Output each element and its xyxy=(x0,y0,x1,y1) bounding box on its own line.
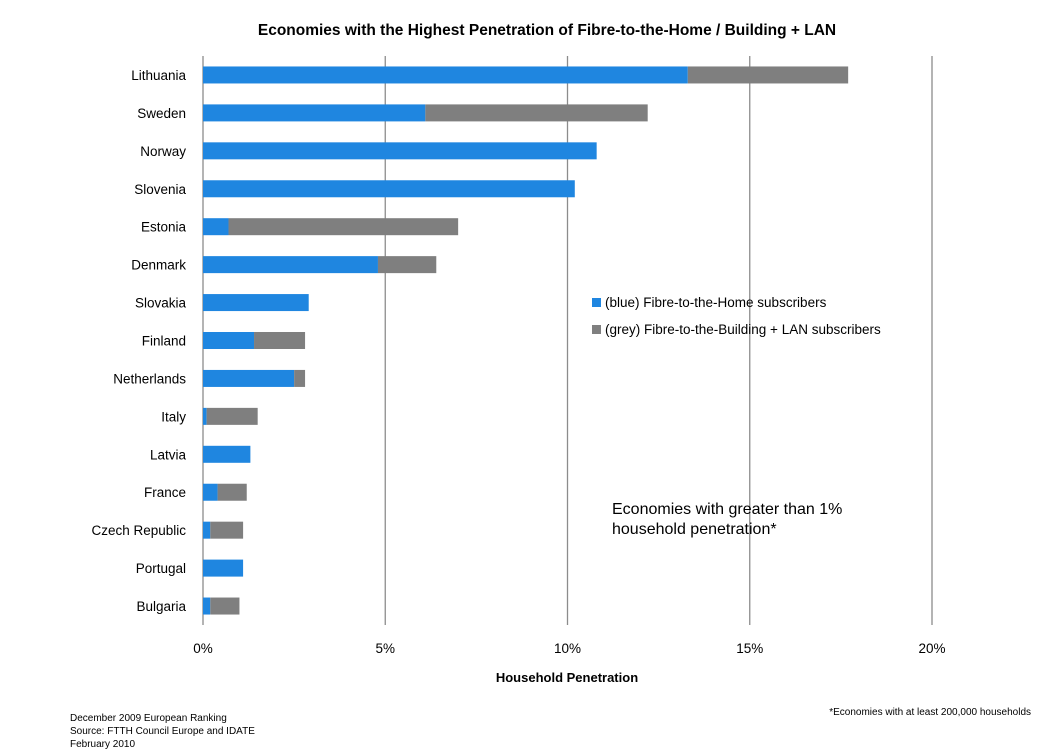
category-label: Slovenia xyxy=(134,182,186,197)
x-tick-labels: 0% 5% 10% 15% 20% xyxy=(193,641,945,656)
x-tick-label: 10% xyxy=(554,641,581,656)
bar-fttb-lan xyxy=(217,483,247,501)
bar-ftth xyxy=(203,180,575,198)
category-label: Sweden xyxy=(137,106,186,121)
bar-fttb-lan xyxy=(228,218,459,236)
category-label: Italy xyxy=(161,409,186,424)
bars xyxy=(203,66,849,615)
bar-ftth xyxy=(203,218,229,236)
category-label: Czech Republic xyxy=(91,523,186,538)
category-label: Estonia xyxy=(141,220,187,235)
bar-fttb-lan xyxy=(206,407,258,425)
bar-ftth xyxy=(203,445,251,463)
x-tick-label: 0% xyxy=(193,641,213,656)
bar-ftth xyxy=(203,597,211,615)
source-line-1: December 2009 European Ranking xyxy=(70,713,227,724)
bar-ftth xyxy=(203,332,255,349)
category-label: Latvia xyxy=(150,447,187,462)
category-label: Norway xyxy=(140,144,186,159)
annotation-line-1: Economies with greater than 1% xyxy=(612,501,842,518)
bar-ftth xyxy=(203,66,688,84)
bar-fttb-lan xyxy=(377,256,437,274)
x-axis-label: Household Penetration xyxy=(496,670,638,685)
bar-ftth xyxy=(203,104,426,122)
source-info: December 2009 European Ranking Source: F… xyxy=(70,713,255,750)
bar-ftth xyxy=(203,294,309,312)
bar-fttb-lan xyxy=(687,66,849,84)
legend: (blue) Fibre-to-the-Home subscribers (gre… xyxy=(592,295,881,337)
bar-ftth xyxy=(203,256,378,274)
category-labels: Lithuania Sweden Norway Slovenia Estonia Denm… xyxy=(91,68,186,614)
bar-ftth xyxy=(203,142,597,160)
legend-swatch-fttb-lan xyxy=(592,325,601,334)
bar-fttb-lan xyxy=(210,521,244,539)
category-label: Netherlands xyxy=(113,371,186,386)
bar-ftth xyxy=(203,483,218,501)
category-label: Portugal xyxy=(136,561,186,576)
footnote: *Economies with at least 200,000 househo… xyxy=(829,707,1031,718)
category-label: France xyxy=(144,485,186,500)
bar-ftth xyxy=(203,369,295,387)
bar-fttb-lan xyxy=(210,597,240,615)
category-label: Finland xyxy=(142,334,186,349)
legend-swatch-ftth xyxy=(592,298,601,307)
category-label: Lithuania xyxy=(131,68,186,83)
bar-fttb-lan xyxy=(254,332,306,349)
bar-ftth xyxy=(203,407,207,425)
bar-fttb-lan xyxy=(294,369,306,387)
category-label: Slovakia xyxy=(135,296,187,311)
bar-fttb-lan xyxy=(425,104,648,122)
x-tick-label: 5% xyxy=(375,641,395,656)
legend-label-fttb-lan: (grey) Fibre-to-the-Building + LAN subsc… xyxy=(605,322,881,337)
category-label: Bulgaria xyxy=(136,599,186,614)
legend-label-ftth: (blue) Fibre-to-the-Home subscribers xyxy=(605,295,827,310)
x-tick-label: 20% xyxy=(918,641,945,656)
gridlines xyxy=(202,56,933,625)
chart-title: Economies with the Highest Penetration o… xyxy=(258,22,836,39)
x-tick-label: 15% xyxy=(736,641,763,656)
category-label: Denmark xyxy=(131,258,186,273)
bar-ftth xyxy=(203,521,211,539)
source-line-3: February 2010 xyxy=(70,739,135,750)
annotation: Economies with greater than 1% household… xyxy=(612,501,842,538)
source-line-2: Source: FTTH Council Europe and IDATE xyxy=(70,726,255,737)
annotation-line-2: household penetration* xyxy=(612,521,777,538)
bar-ftth xyxy=(203,559,244,577)
